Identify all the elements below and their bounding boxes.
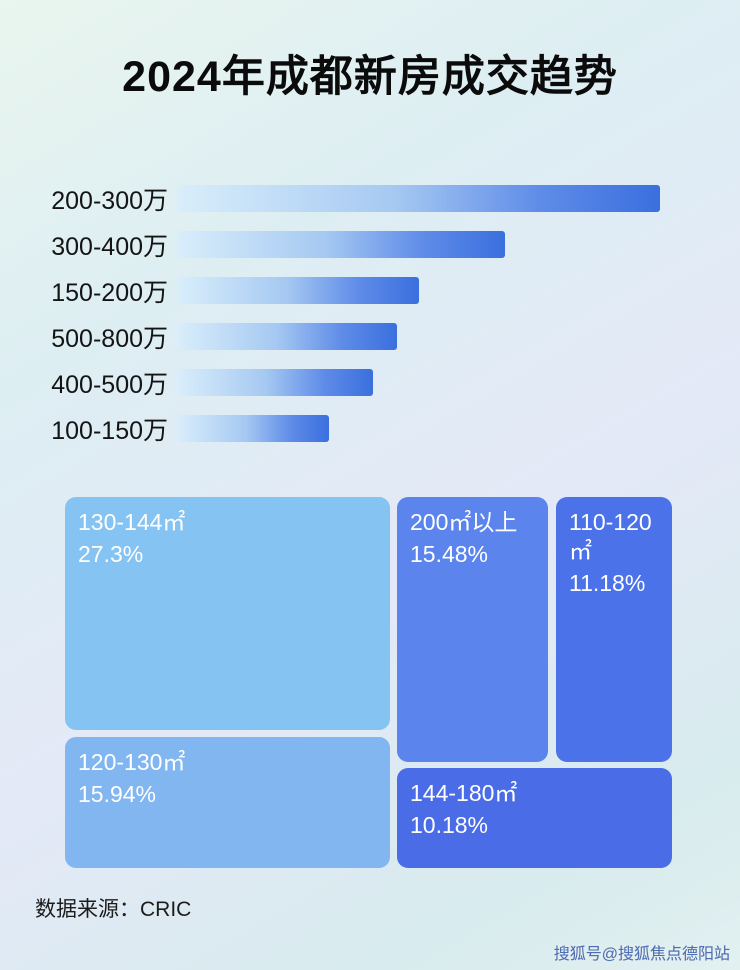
treemap-label: 200㎡以上 xyxy=(410,509,518,535)
treemap-block-130-144: 130-144㎡ 27.3% xyxy=(65,497,390,730)
bar-track xyxy=(177,277,660,304)
treemap-value: 15.94% xyxy=(78,780,157,807)
bar-200-300 xyxy=(177,185,660,212)
bar-100-150 xyxy=(177,415,330,442)
bar-label-400-500: 400-500万 xyxy=(51,370,168,399)
bar-label-300-400: 300-400万 xyxy=(51,232,168,261)
treemap-value: 27.3% xyxy=(78,540,144,567)
bar-150-200 xyxy=(177,277,419,304)
bar-row: 150-200万 xyxy=(35,276,660,307)
bar-row: 400-500万 xyxy=(35,368,660,399)
data-source: 数据来源：CRIC xyxy=(35,898,192,921)
bar-row: 300-400万 xyxy=(35,230,660,261)
bar-label-100-150: 100-150万 xyxy=(51,416,168,445)
area-share-treemap: 130-144㎡ 27.3% 120-130㎡ 15.94% 200㎡以上 15… xyxy=(65,497,672,868)
bar-row: 500-800万 xyxy=(35,322,660,353)
bar-400-500 xyxy=(177,369,373,396)
treemap-label: 120-130㎡ xyxy=(78,749,186,775)
watermark: 搜狐号@搜狐焦点德阳站 xyxy=(553,946,730,963)
bar-label-500-800: 500-800万 xyxy=(51,324,168,353)
treemap-value: 15.48% xyxy=(410,540,489,567)
treemap-label: 130-144㎡ xyxy=(78,509,186,535)
treemap-label: 144-180㎡ xyxy=(410,780,518,806)
bar-track xyxy=(177,415,660,442)
bar-track xyxy=(177,231,660,258)
bar-track xyxy=(177,323,660,350)
page-title: 2024年成都新房成交趋势 xyxy=(122,53,618,101)
bar-row: 100-150万 xyxy=(35,414,660,445)
treemap-block-144-180: 144-180㎡ 10.18% xyxy=(397,768,672,868)
bar-500-800 xyxy=(177,323,397,350)
treemap-label: 110-120㎡ xyxy=(569,509,652,564)
bar-track xyxy=(177,185,660,212)
treemap-value: 11.18% xyxy=(569,569,646,596)
bar-300-400 xyxy=(177,231,506,258)
treemap-value: 10.18% xyxy=(410,811,489,838)
price-range-bar-chart: 200-300万 300-400万 150-200万 500-800万 400-… xyxy=(35,184,660,460)
treemap-block-200-plus: 200㎡以上 15.48% xyxy=(397,497,548,762)
treemap-block-120-130: 120-130㎡ 15.94% xyxy=(65,737,390,868)
bar-track xyxy=(177,369,660,396)
treemap-block-110-120: 110-120㎡ 11.18% xyxy=(556,497,672,762)
bar-label-150-200: 150-200万 xyxy=(51,278,168,307)
bar-label-200-300: 200-300万 xyxy=(51,186,168,215)
bar-row: 200-300万 xyxy=(35,184,660,215)
